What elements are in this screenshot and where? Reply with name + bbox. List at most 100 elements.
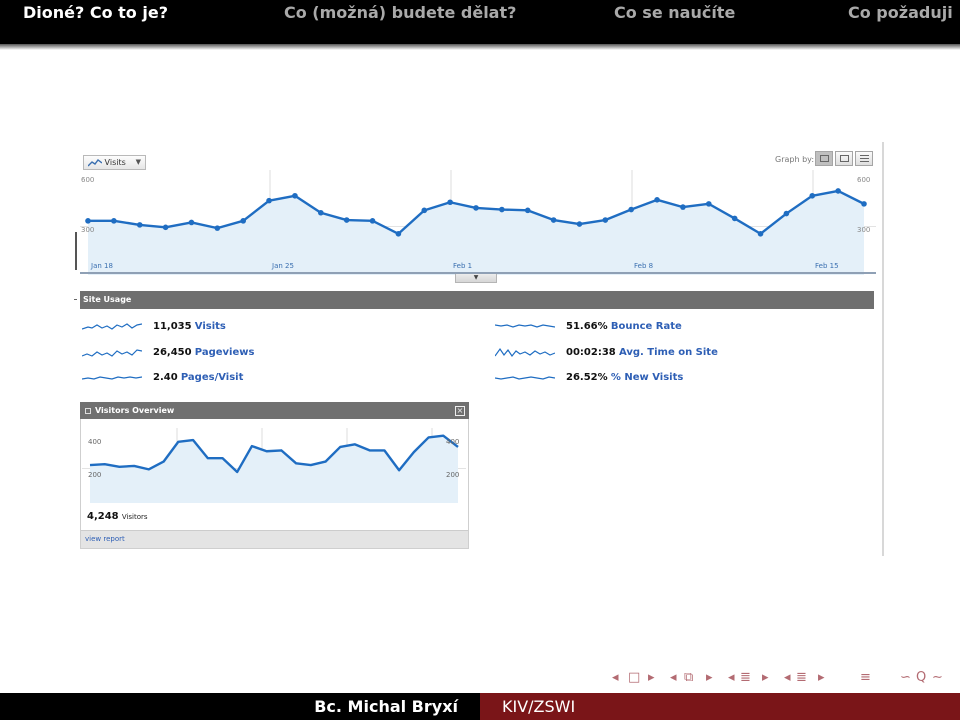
metric-avg-time: 00:02:38 Avg. Time on Site — [566, 347, 718, 358]
calendar-day-icon — [820, 155, 829, 162]
sparkline-icon — [495, 347, 555, 358]
data-point — [111, 218, 117, 224]
metric-selector-dropdown[interactable]: Visits ▼ — [83, 155, 146, 170]
data-point — [783, 210, 790, 217]
data-point — [731, 215, 738, 222]
search-icon[interactable]: Q — [916, 670, 927, 685]
metric-value: 51.66% — [566, 321, 608, 332]
data-point — [162, 224, 169, 231]
visitors-overview-header: Visitors Overview — [80, 402, 469, 419]
metric-label[interactable]: Bounce Rate — [610, 321, 682, 332]
arrow-left-icon[interactable]: ◂ — [670, 670, 677, 685]
data-point — [602, 217, 609, 223]
footer-author: Bc. Michal Bryxí — [0, 693, 480, 720]
data-point — [680, 204, 686, 210]
metric-label[interactable]: Avg. Time on Site — [618, 347, 718, 358]
vo-y-top-right: 400 — [446, 438, 460, 446]
graph-by-label: Graph by: — [775, 155, 815, 164]
data-point — [861, 201, 867, 207]
arrow-right-icon[interactable]: ▸ — [818, 670, 825, 685]
series-line — [89, 434, 459, 474]
divider — [74, 299, 77, 300]
metric-label[interactable]: % New Visits — [610, 372, 684, 383]
vo-y-top-left: 400 — [88, 438, 102, 446]
expand-icon[interactable] — [85, 408, 91, 414]
y-axis-top-right: 600 — [857, 176, 871, 184]
sparkline-icon — [82, 349, 142, 357]
metric-label[interactable]: Pageviews — [194, 347, 255, 358]
search-icon[interactable]: ∽ — [900, 670, 911, 685]
frame-icon[interactable]: □ — [628, 670, 641, 685]
nav-item-co-pozaduji[interactable]: Co požaduji — [848, 3, 953, 22]
arrow-left-icon[interactable]: ◂ — [612, 670, 619, 685]
calendar-month-icon — [860, 155, 869, 162]
arrow-right-icon[interactable]: ▸ — [762, 670, 769, 685]
date-label: Feb 1 — [453, 262, 473, 270]
data-point — [292, 192, 298, 199]
trend-icon — [88, 158, 102, 166]
sparkline-icon — [495, 324, 555, 328]
sparkline-icon — [82, 376, 142, 380]
series-area — [88, 190, 864, 275]
data-point — [654, 197, 660, 203]
metric-value: 26.52% — [566, 372, 608, 383]
graph-by-month-button[interactable] — [855, 151, 873, 166]
footer-course: KIV/ZSWI — [480, 693, 960, 720]
chart-baseline — [80, 272, 876, 274]
data-point — [576, 221, 583, 227]
arrow-left-icon[interactable]: ◂ — [728, 670, 735, 685]
date-label: Feb 15 — [815, 262, 839, 270]
vo-y-mid-left: 200 — [88, 471, 102, 479]
view-report-link[interactable]: view report — [85, 535, 125, 543]
arrow-right-icon[interactable]: ▸ — [648, 670, 655, 685]
section-icon[interactable]: ≣ — [796, 670, 807, 685]
metric-visits: 11,035 Visits — [153, 321, 226, 332]
collapse-chart-toggle[interactable]: ▼ — [455, 274, 497, 283]
metric-bounce-rate: 51.66% Bounce Rate — [566, 321, 682, 332]
data-point — [188, 219, 195, 226]
data-point — [835, 188, 841, 194]
nav-item-co-budete-delat[interactable]: Co (možná) budete dělat? — [284, 3, 517, 22]
metric-label[interactable]: Pages/Visit — [180, 372, 244, 383]
date-label: Jan 25 — [272, 262, 294, 270]
sparkline-icon — [82, 323, 142, 330]
metric-pages-visit: 2.40 Pages/Visit — [153, 372, 243, 383]
search-icon[interactable]: ∼ — [932, 670, 943, 685]
graph-by-week-button[interactable] — [835, 151, 853, 166]
data-point — [447, 199, 453, 206]
metric-label[interactable]: Visits — [194, 321, 226, 332]
date-label: Jan 18 — [91, 262, 113, 270]
nav-item-co-se-naucite[interactable]: Co se naučíte — [614, 3, 736, 22]
data-point — [136, 222, 143, 228]
data-point — [809, 192, 816, 199]
data-point — [369, 218, 376, 224]
close-icon[interactable]: × — [455, 406, 465, 416]
arrow-right-icon[interactable]: ▸ — [706, 670, 713, 685]
graph-by-day-button[interactable] — [815, 151, 833, 166]
nav-item-diones[interactable]: Dioné? Co to je? — [23, 3, 168, 22]
y-axis-mid-right: 300 — [857, 226, 871, 234]
data-point — [266, 197, 272, 204]
metric-value: 2.40 — [153, 372, 178, 383]
top-navigation-bar: Dioné? Co to je? Co (možná) budete dělat… — [0, 0, 960, 50]
date-label: Feb 8 — [634, 262, 654, 270]
chevron-down-icon: ▼ — [135, 158, 141, 166]
align-icon[interactable]: ≡ — [860, 670, 871, 685]
metric-new-visits: 26.52% % New Visits — [566, 372, 683, 383]
subsection-icon[interactable]: ⧉ — [684, 670, 694, 685]
site-usage-header: Site Usage — [80, 291, 874, 309]
calendar-week-icon — [840, 155, 849, 162]
section-icon[interactable]: ≣ — [740, 670, 751, 685]
panel-right-border — [882, 142, 884, 556]
data-point — [757, 230, 764, 237]
data-point — [85, 218, 91, 224]
data-point — [395, 230, 402, 237]
data-point — [628, 206, 634, 213]
metric-selector-label: Visits — [104, 158, 126, 167]
visitors-line-chart — [82, 428, 466, 503]
vo-y-mid-right: 200 — [446, 471, 460, 479]
arrow-left-icon[interactable]: ◂ — [784, 670, 791, 685]
chevron-down-icon: ▼ — [473, 274, 479, 281]
data-point — [240, 218, 246, 224]
